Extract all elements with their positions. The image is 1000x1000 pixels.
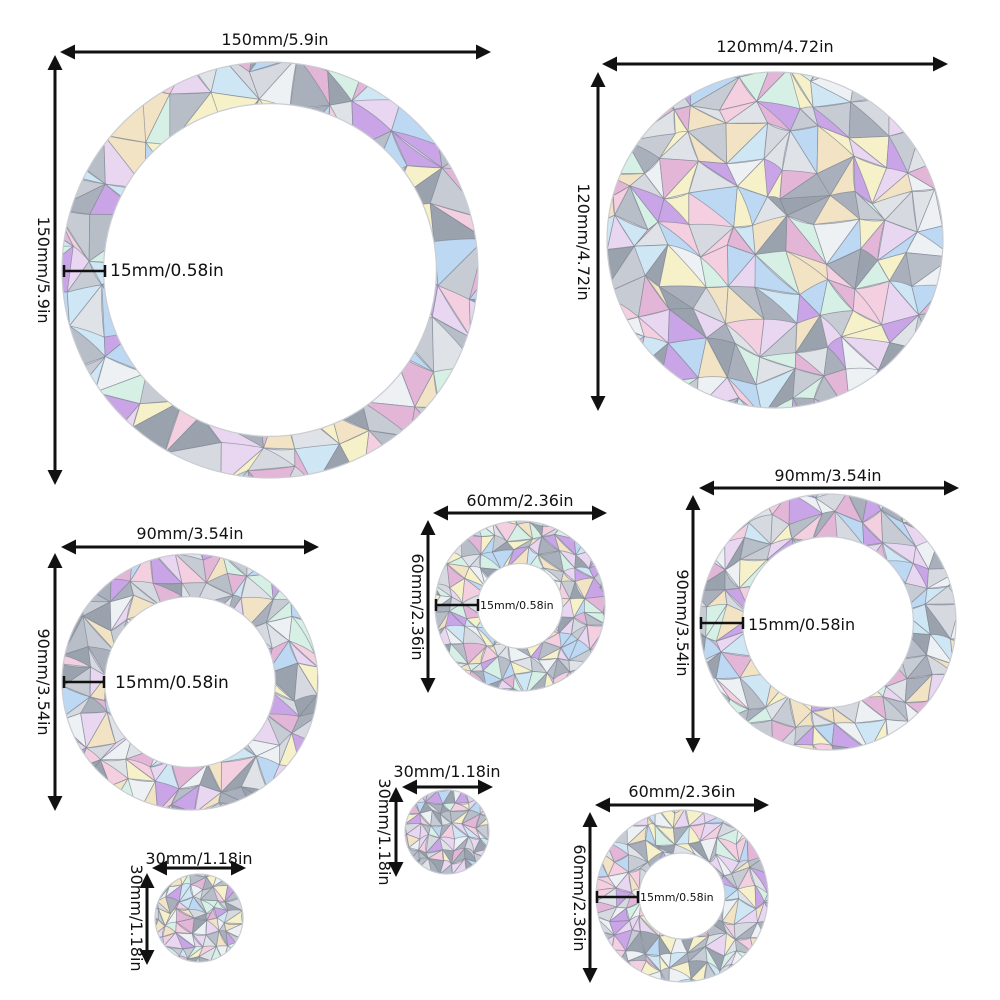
height-dimension: 120mm/4.72in — [574, 72, 606, 411]
holographic-pattern — [405, 790, 489, 874]
height-dimension: 30mm/1.18in — [375, 778, 404, 886]
holographic-pattern — [607, 72, 943, 408]
disc-sticker — [154, 873, 244, 963]
band-width-label: 15mm/0.58in — [110, 261, 224, 281]
width-label: 90mm/3.54in — [774, 466, 881, 485]
width-dimension: 150mm/5.9in — [60, 30, 491, 60]
width-dimension: 60mm/2.36in — [595, 782, 769, 813]
width-dimension: 90mm/3.54in — [699, 466, 959, 496]
width-label: 30mm/1.18in — [393, 762, 500, 781]
band-width-dimension: 15mm/0.58in — [62, 673, 229, 693]
width-label: 60mm/2.36in — [466, 491, 573, 510]
height-label: 90mm/3.54in — [34, 628, 53, 735]
width-dimension: 30mm/1.18in — [145, 849, 253, 876]
width-dimension: 90mm/3.54in — [61, 524, 319, 555]
band-width-dimension: 15mm/0.58in — [62, 261, 224, 281]
height-dimension: 90mm/3.54in — [673, 495, 701, 753]
band-width-label: 15mm/0.58in — [115, 673, 229, 693]
width-dimension: 120mm/4.72in — [602, 37, 948, 72]
height-label: 30mm/1.18in — [127, 864, 146, 971]
height-dimension: 60mm/2.36in — [570, 812, 598, 983]
band-width-dimension: 15mm/0.58in — [595, 891, 714, 904]
height-dimension: 30mm/1.18in — [127, 864, 155, 972]
band-width-dimension: 15mm/0.58in — [434, 599, 554, 612]
holographic-pattern — [155, 874, 243, 962]
height-label: 60mm/2.36in — [570, 844, 589, 951]
width-label: 120mm/4.72in — [716, 37, 833, 56]
width-dimension: 60mm/2.36in — [433, 491, 607, 521]
height-label: 120mm/4.72in — [574, 183, 593, 300]
width-label: 150mm/5.9in — [221, 30, 328, 49]
disc-sticker — [404, 789, 490, 875]
height-label: 60mm/2.36in — [408, 553, 427, 660]
height-label: 90mm/3.54in — [673, 569, 692, 676]
width-dimension: 30mm/1.18in — [393, 762, 501, 795]
disc-sticker — [606, 71, 944, 409]
height-label: 30mm/1.18in — [375, 778, 394, 885]
band-width-label: 15mm/0.58in — [748, 615, 855, 634]
width-label: 60mm/2.36in — [628, 782, 735, 801]
width-label: 90mm/3.54in — [136, 524, 243, 543]
sticker-outline — [606, 71, 944, 409]
height-dimension: 90mm/3.54in — [34, 553, 63, 811]
height-dimension: 60mm/2.36in — [408, 520, 436, 693]
height-label: 150mm/5.9in — [34, 216, 53, 323]
height-dimension: 150mm/5.9in — [34, 55, 63, 485]
band-width-label: 15mm/0.58in — [480, 599, 554, 612]
width-label: 30mm/1.18in — [145, 849, 252, 868]
band-width-label: 15mm/0.58in — [640, 891, 714, 904]
band-width-dimension: 15mm/0.58in — [699, 615, 855, 634]
